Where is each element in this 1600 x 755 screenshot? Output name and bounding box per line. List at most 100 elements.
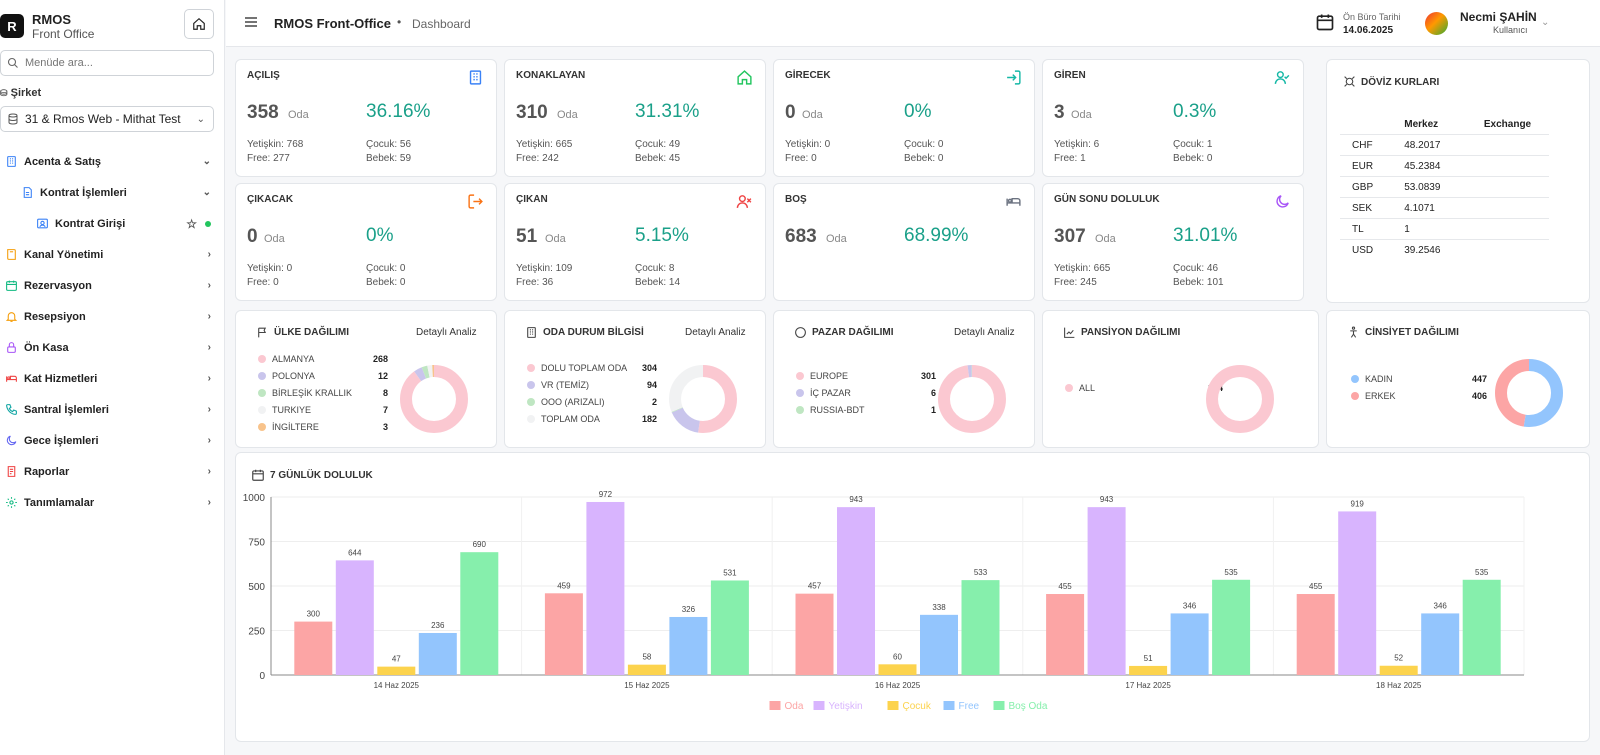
stat-value: 683	[785, 226, 817, 247]
bar	[1212, 579, 1251, 675]
legend-item: ALL	[1065, 383, 1095, 393]
bar-value-label: 455	[1309, 582, 1323, 591]
menu-search-input[interactable]	[25, 57, 205, 69]
front-office-date-label: Ön Büro Tarihi	[1343, 12, 1401, 22]
currency-exchange	[1461, 197, 1549, 219]
legend-swatch	[258, 406, 266, 414]
x-tick-label: 16 Haz 2025	[875, 681, 921, 690]
stat-children: Çocuk: 0	[904, 139, 944, 150]
company-select[interactable]: 31 & Rmos Web - Mithat Test ⌄	[0, 106, 214, 132]
menu-toggle-button[interactable]	[243, 14, 259, 33]
sidebar-item-kanal-yönetimi[interactable]: Kanal Yönetimi ›	[0, 239, 225, 270]
bell-icon	[5, 312, 17, 322]
distribution-title: PAZAR DAĞILIMI	[812, 327, 894, 338]
legend-value: 94	[646, 380, 657, 390]
legend-label[interactable]: Boş Oda	[1009, 701, 1048, 712]
building-icon	[469, 70, 482, 85]
x-tick-label: 18 Haz 2025	[1376, 681, 1422, 690]
sidebar-item-tanımlamalar[interactable]: Tanımlamalar ›	[0, 487, 225, 518]
sidebar-item-label: Resepsiyon	[24, 310, 86, 323]
legend-label: TURKIYE	[272, 405, 312, 415]
currency-exchange	[1461, 176, 1549, 198]
stat-adults: Yetişkin: 6	[1054, 139, 1100, 150]
bed-icon	[1006, 197, 1021, 206]
legend-item: İÇ PAZAR	[796, 388, 851, 398]
stat-value: 51	[516, 226, 538, 247]
chevron-down-icon: ⌄	[202, 187, 211, 198]
bar-value-label: 52	[1394, 654, 1403, 663]
database-icon	[8, 113, 18, 125]
stat-free: Free: 242	[516, 153, 559, 164]
sidebar-item-kontrat-girişi[interactable]: Kontrat Girişi ☆	[0, 208, 225, 239]
stat-babies: Bebek: 101	[1173, 277, 1224, 288]
legend-swatch	[1065, 384, 1073, 392]
currency-exchange	[1461, 239, 1549, 261]
bar-value-label: 236	[431, 621, 445, 630]
legend-label[interactable]: Yetişkin	[829, 701, 863, 712]
stat-percentage: 68.99%	[904, 225, 969, 246]
legend-item: EUROPE	[796, 371, 848, 381]
legend-swatch	[527, 415, 535, 423]
sidebar-item-acenta-satış[interactable]: Acenta & Satış ⌄	[0, 146, 225, 177]
legend-label[interactable]: Free	[959, 701, 980, 712]
globe-icon	[795, 327, 806, 338]
sidebar-item-santral-i-şlemleri[interactable]: Santral İşlemleri ›	[0, 394, 225, 425]
sidebar-item-kontrat-i-şlemleri[interactable]: Kontrat İşlemleri ⌄	[0, 177, 225, 208]
stat-babies: Bebek: 0	[1173, 153, 1213, 164]
sidebar: R RMOS Front Office ⛁ Şirket 31 & Rmos W…	[0, 0, 225, 755]
stat-unit: Oda	[1095, 233, 1116, 245]
legend-swatch	[258, 372, 266, 380]
legend-label[interactable]: Oda	[785, 701, 804, 712]
detail-analysis-link[interactable]: Detaylı Analiz	[685, 327, 746, 338]
sidebar-item-ön-kasa[interactable]: Ön Kasa ›	[0, 332, 225, 363]
chevron-right-icon: ›	[207, 373, 211, 384]
detail-analysis-link[interactable]: Detaylı Analiz	[954, 327, 1015, 338]
legend-label: BİRLEŞİK KRALLIK	[272, 388, 353, 398]
legend-label: ALMANYA	[272, 354, 315, 364]
legend-item: TOPLAM ODA	[527, 414, 600, 424]
bar-value-label: 47	[392, 655, 401, 664]
stat-value: 307	[1054, 226, 1086, 247]
home-button[interactable]	[184, 9, 214, 39]
star-icon[interactable]: ☆	[186, 216, 197, 231]
stat-value: 358	[247, 102, 279, 123]
legend-label[interactable]: Çocuk	[903, 701, 932, 712]
sidebar-item-kat-hizmetleri[interactable]: Kat Hizmetleri ›	[0, 363, 225, 394]
sidebar-item-rezervasyon[interactable]: Rezervasyon ›	[0, 270, 225, 301]
currency-title: DÖVİZ KURLARI	[1361, 77, 1440, 88]
user-name[interactable]: Necmi ŞAHİN	[1460, 10, 1537, 24]
currency-code: USD	[1340, 239, 1393, 261]
bar-value-label: 326	[682, 605, 696, 614]
detail-analysis-link[interactable]: Detaylı Analiz	[416, 327, 477, 338]
avatar[interactable]	[1425, 12, 1448, 35]
sidebar-nav: Acenta & Satış ⌄ Kontrat İşlemleri ⌄ Kontrat…	[0, 146, 225, 518]
menu-search[interactable]	[0, 50, 214, 76]
stat-value: 3	[1054, 102, 1065, 123]
person-icon	[1350, 326, 1357, 338]
bar-value-label: 535	[1475, 568, 1489, 577]
app-title: RMOS Front-Office	[274, 16, 391, 31]
legend-swatch	[796, 372, 804, 380]
sidebar-item-resepsiyon[interactable]: Resepsiyon ›	[0, 301, 225, 332]
donut-slice	[1495, 359, 1563, 427]
bar-value-label: 644	[348, 548, 362, 557]
sidebar-item-gece-i-şlemleri[interactable]: Gece İşlemleri ›	[0, 425, 225, 456]
bar	[1421, 613, 1460, 675]
sidebar-item-raporlar[interactable]: Raporlar ›	[0, 456, 225, 487]
currency-code: CHF	[1340, 134, 1393, 156]
stat-babies: Bebek: 45	[635, 153, 681, 164]
bar	[1046, 594, 1085, 675]
legend-label: EUROPE	[810, 371, 849, 381]
chevron-right-icon: ›	[207, 342, 211, 353]
chevron-right-icon: ›	[207, 311, 211, 322]
bar	[377, 666, 416, 675]
breadcrumb: Dashboard	[412, 17, 471, 31]
stat-unit: Oda	[802, 109, 823, 121]
chevron-down-icon[interactable]: ⌄	[1541, 17, 1550, 28]
home-icon	[737, 70, 752, 85]
legend-value: 304	[641, 363, 657, 373]
distribution-card: CİNSİYET DAĞILIMI KADIN 447 ERKEK 406	[1326, 310, 1590, 448]
moon-icon	[1276, 195, 1289, 208]
legend-item: POLONYA	[258, 371, 315, 381]
brand-title: RMOS	[32, 12, 71, 27]
